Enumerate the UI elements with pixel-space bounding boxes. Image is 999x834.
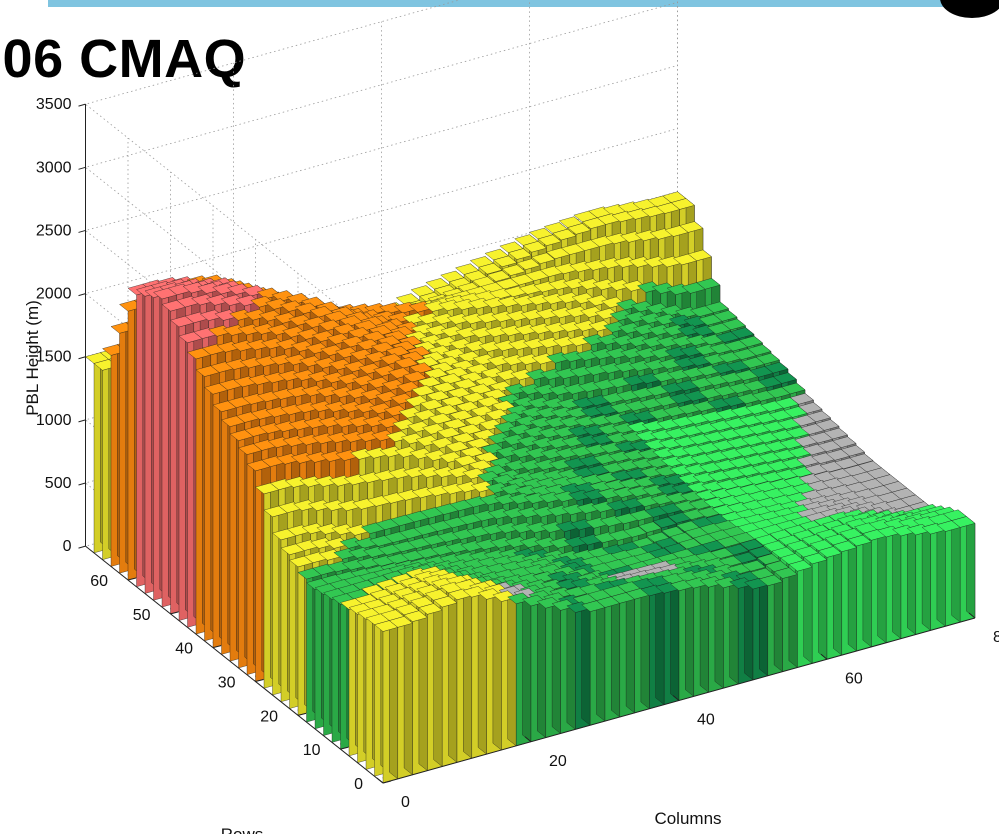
column-tick-label: 80 (993, 629, 999, 646)
z-tick-label: 2500 (36, 222, 72, 239)
z-tick-label: 3000 (36, 159, 72, 176)
row-tick (382, 780, 392, 784)
bar (818, 546, 843, 660)
bar (773, 567, 798, 672)
row-tick (127, 577, 137, 581)
column-tick (376, 777, 384, 784)
bar (951, 516, 976, 623)
z-tick-label: 1500 (36, 349, 72, 366)
bar (433, 595, 458, 767)
column-tick-label: 20 (549, 753, 567, 770)
row-tick (297, 712, 307, 716)
z-axis-label: PBL Height (m) (23, 300, 42, 416)
corner-logo-shape (940, 0, 999, 18)
z-tick (78, 293, 86, 297)
bar (758, 574, 783, 677)
bar (655, 582, 680, 705)
column-tick (672, 695, 680, 701)
bar (462, 585, 487, 759)
z-tick-label: 0 (63, 538, 72, 555)
z-tick-label: 2000 (36, 286, 72, 303)
column-tick-label: 40 (697, 712, 715, 729)
chart-axes: 0 500 1000 1500 2000 2500 3000 3500 0 10 20 30 40 50 6… (23, 96, 999, 834)
bar (862, 529, 887, 648)
x-axis-label: Columns (654, 809, 721, 828)
z-tick-label: 500 (45, 475, 72, 492)
column-tick (524, 736, 532, 743)
z-tick (78, 229, 86, 233)
bar (610, 592, 635, 718)
top-accent-bar (48, 0, 999, 7)
column-tick (820, 653, 828, 660)
chart-bars (85, 191, 976, 784)
bar (921, 522, 946, 631)
bar (699, 576, 724, 693)
bar (492, 590, 517, 751)
bar (596, 596, 621, 722)
slide-title: 006 CMAQ (0, 29, 247, 89)
y-axis-label: Rows (221, 825, 264, 834)
bar (448, 588, 473, 763)
column-tick (968, 612, 976, 619)
bar (418, 603, 443, 771)
bar (581, 600, 606, 726)
z-tick (78, 356, 86, 360)
z-tick (78, 166, 86, 170)
bar (936, 520, 961, 627)
z-tick-label: 1000 (36, 412, 72, 429)
row-tick (170, 611, 179, 615)
bar (832, 540, 857, 656)
bar (744, 577, 769, 681)
row-tick-label: 20 (260, 708, 278, 725)
bar (625, 587, 650, 714)
z-gridline (84, 0, 461, 342)
z-tick (78, 103, 86, 107)
row-tick (212, 645, 222, 649)
rows-axis-line (85, 545, 384, 784)
z-tick (78, 482, 86, 486)
z-tick (78, 545, 86, 549)
row-tick-label: 50 (133, 607, 151, 624)
z-tick-label: 3500 (36, 96, 72, 113)
row-tick-label: 10 (303, 742, 321, 759)
bar (388, 616, 413, 780)
column-tick-label: 0 (401, 794, 410, 811)
row-tick-label: 40 (175, 641, 193, 658)
bar (847, 534, 872, 652)
column-tick-label: 60 (845, 670, 863, 687)
row-tick (340, 746, 349, 750)
bar (788, 559, 813, 668)
row-tick-label: 60 (90, 573, 108, 590)
row-tick (255, 679, 264, 682)
bar (906, 523, 931, 635)
bar (403, 610, 428, 776)
row-tick-label: 0 (354, 776, 363, 793)
bar (522, 594, 547, 743)
bar (507, 592, 532, 747)
z-tick (78, 419, 86, 423)
row-tick-label: 30 (218, 675, 236, 692)
